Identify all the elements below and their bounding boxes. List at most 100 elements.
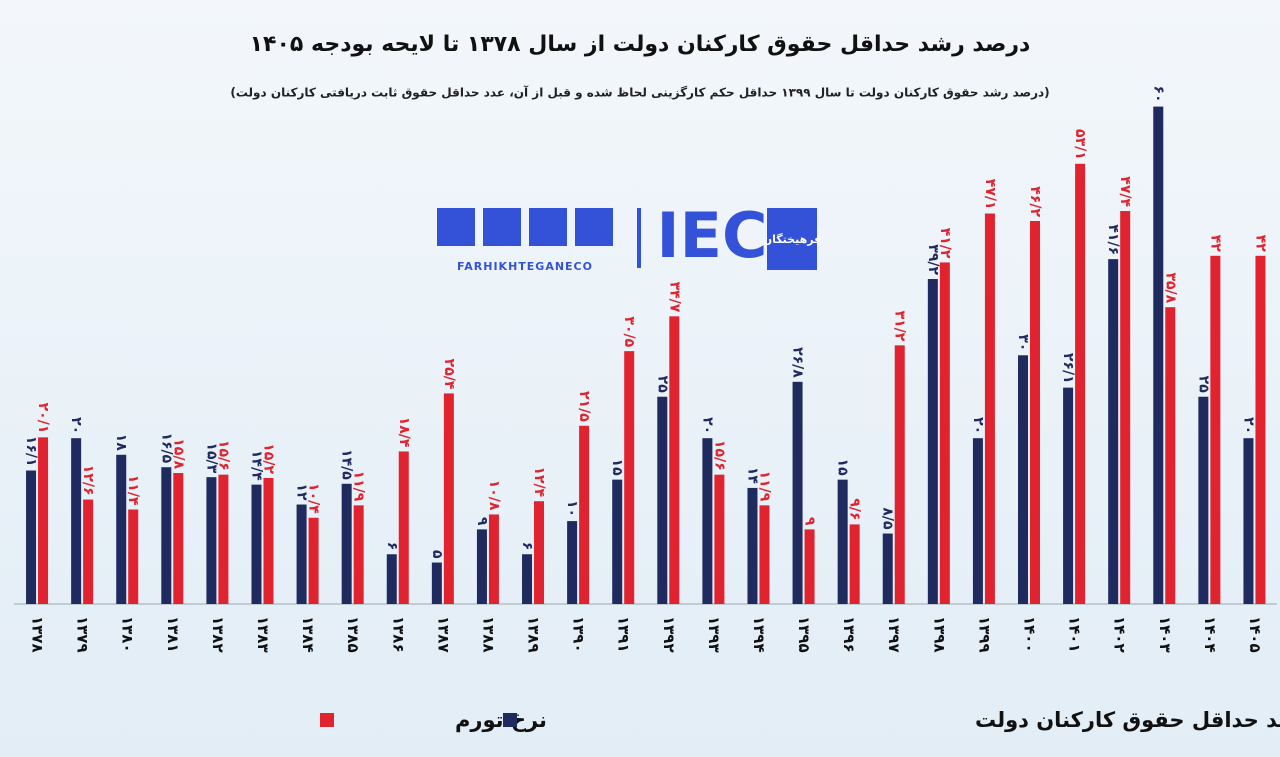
x-tick-label: ۱۳۹۲ [660,616,678,653]
bar [792,381,803,604]
x-tick-label: ۱۳۸۴ [299,616,317,653]
value-label: ۹/۶ [847,498,863,520]
icon-youtube [483,208,521,246]
logo-name: فرهیختگان [763,233,822,246]
bar [161,467,172,604]
x-tick-label: ۱۳۹۱ [615,616,633,653]
bar [1243,438,1254,604]
icon-instagram [529,208,567,246]
bar [657,396,668,604]
x-tick-label: ۱۳۹۶ [840,616,858,653]
value-label: ۱۵/۸ [170,438,186,469]
bar [341,483,352,604]
bar [702,438,713,604]
bar [206,477,217,604]
bar [567,521,578,604]
value-label: ۴۲ [1252,235,1268,253]
value-label: ۱۱/۹ [351,471,367,502]
bar [927,279,938,604]
value-label: ۲۰/۱ [35,403,51,434]
x-tick-label: ۱۳۸۱ [164,616,182,653]
bar [128,509,139,604]
value-label: ۲۰ [699,417,715,434]
value-label: ۲۰ [970,417,986,434]
bar [1165,307,1176,604]
bar [308,517,319,604]
x-tick-label: ۱۳۸۸ [479,616,497,653]
x-tick-label: ۱۳۸۷ [434,616,452,653]
divider [637,208,641,268]
value-label: ۱۵ [835,459,851,477]
x-tick-label: ۱۴۰۱ [1066,616,1084,653]
logo-box [767,208,817,270]
bar [1210,255,1221,604]
value-label: ۱۵/۲ [260,443,276,474]
x-tick-label: ۱۴۰۳ [1156,616,1174,653]
bar [1153,106,1164,605]
bar [218,474,229,604]
bar [1255,255,1266,604]
value-label: ۱۱/۹ [756,471,772,502]
x-tick-label: ۱۴۰۲ [1111,616,1129,653]
chart-subtitle: (درصد رشد حقوق کارکنان دولت تا سال ۱۳۹۹ … [230,85,1049,101]
bar [837,479,848,604]
bar [714,474,725,604]
value-label: ۱۰ [564,500,580,517]
value-label: ۲۵/۴ [441,359,457,390]
bar [386,554,397,604]
bar [173,473,184,604]
icon-telegram [575,208,613,246]
chart-title: درصد رشد حداقل حقوق کارکنان دولت از سال … [250,32,1031,57]
bar [612,479,623,604]
bar [83,499,94,604]
bar [296,504,307,604]
bar [1120,211,1131,605]
value-label: ۴۲ [1207,235,1223,253]
value-label: ۳۰ [1015,334,1031,351]
value-label: ۵۳/۱ [1072,129,1088,160]
value-label: ۳۴/۷ [666,282,682,313]
value-label: ۱۱/۴ [125,475,141,506]
legend-swatch [503,713,517,727]
icon-x [437,208,475,246]
bar [443,393,454,604]
value-label: ۱۲/۴ [531,466,547,497]
bar [624,351,635,604]
x-tick-label: ۱۳۸۵ [344,616,362,653]
value-label: ۱۵/۶ [215,440,231,471]
bar [804,529,815,604]
value-label: ۳۵/۸ [1162,272,1178,303]
legend-label: درصد رشد حداقل حقوق کارکنان دولت [975,708,1280,732]
value-label: ۴۷/۴ [1117,176,1133,207]
value-label: ۳۱/۲ [892,311,908,342]
value-label: ۱۴/۵ [339,449,355,480]
logo-mark: IEC [657,199,768,272]
value-label: ۲۶/۱ [1060,353,1076,384]
value-label: ۴۱/۶ [1105,224,1121,255]
bar [894,345,905,604]
value-label: ۴۷/۱ [982,179,998,210]
bar [579,425,590,604]
value-label: ۳۹/۲ [925,244,941,275]
value-label: ۱۲ [294,483,310,501]
x-tick-label: ۱۳۸۳ [254,616,272,653]
value-label: ۱۵/۶ [711,440,727,471]
bar [353,505,364,604]
bar [534,501,545,604]
value-label: ۶ [384,542,400,551]
value-label: ۱۰/۴ [306,483,322,514]
bar [882,533,893,604]
bar [669,316,680,604]
bar [398,451,409,604]
value-label: ۵ [429,550,445,559]
value-label: ۲۶/۸ [790,347,806,378]
bar [747,487,758,604]
value-label: ۹ [474,517,490,526]
bar [251,484,262,604]
value-label: ۶۰ [1150,85,1166,102]
x-tick-label: ۱۳۷۹ [74,616,92,653]
x-tick-label: ۱۳۹۳ [705,616,723,653]
value-label: ۲۱/۵ [576,391,592,422]
bar [488,514,499,604]
value-label: ۱۶/۱ [23,436,39,467]
